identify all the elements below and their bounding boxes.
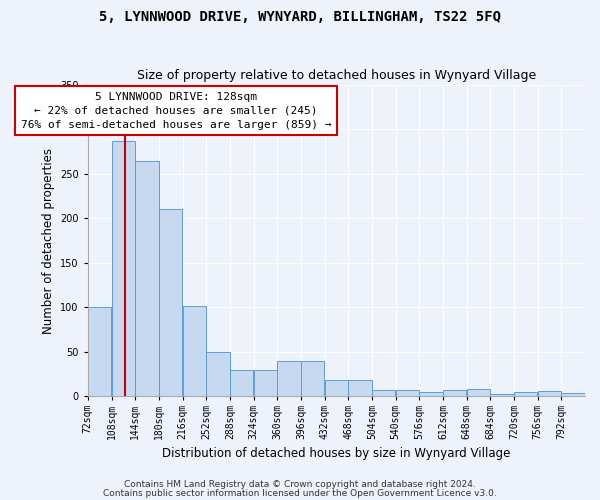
Title: Size of property relative to detached houses in Wynyard Village: Size of property relative to detached ho… <box>137 69 536 82</box>
Bar <box>136 161 158 396</box>
Bar <box>372 390 395 396</box>
Bar <box>514 392 538 396</box>
Bar <box>88 308 112 396</box>
Bar <box>159 210 182 396</box>
Bar <box>230 370 253 396</box>
X-axis label: Distribution of detached houses by size in Wynyard Village: Distribution of detached houses by size … <box>162 447 511 460</box>
Bar <box>277 361 301 396</box>
Bar <box>349 380 372 396</box>
Bar <box>396 390 419 396</box>
Text: 5, LYNNWOOD DRIVE, WYNYARD, BILLINGHAM, TS22 5FQ: 5, LYNNWOOD DRIVE, WYNYARD, BILLINGHAM, … <box>99 10 501 24</box>
Y-axis label: Number of detached properties: Number of detached properties <box>41 148 55 334</box>
Bar <box>490 394 514 396</box>
Bar <box>206 352 230 397</box>
Bar <box>467 390 490 396</box>
Bar <box>325 380 348 396</box>
Bar <box>112 140 135 396</box>
Bar <box>301 361 325 396</box>
Text: Contains public sector information licensed under the Open Government Licence v3: Contains public sector information licen… <box>103 488 497 498</box>
Bar <box>443 390 466 396</box>
Bar <box>538 391 561 396</box>
Bar <box>419 392 443 396</box>
Text: 5 LYNNWOOD DRIVE: 128sqm
← 22% of detached houses are smaller (245)
76% of semi-: 5 LYNNWOOD DRIVE: 128sqm ← 22% of detach… <box>21 92 331 130</box>
Bar <box>182 306 206 396</box>
Bar <box>562 393 585 396</box>
Bar <box>254 370 277 396</box>
Text: Contains HM Land Registry data © Crown copyright and database right 2024.: Contains HM Land Registry data © Crown c… <box>124 480 476 489</box>
